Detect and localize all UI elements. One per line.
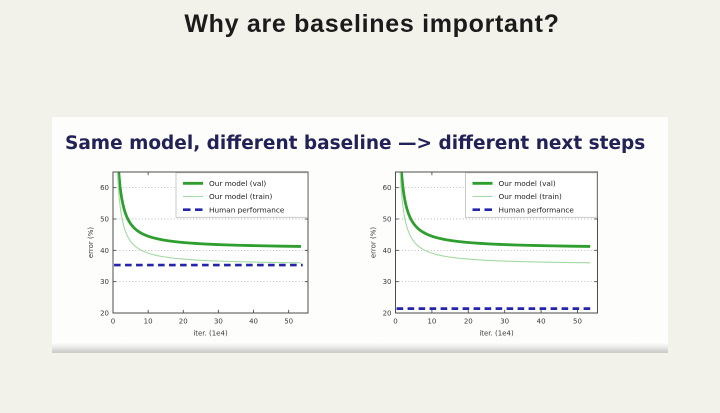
y-tick-label: 60 [383,184,392,192]
y-tick-label: 40 [100,247,109,255]
legend-label: Our model (val) [209,179,266,188]
x-tick-label: 20 [179,318,188,326]
legend-label: Our model (val) [499,179,556,188]
y-tick-label: 50 [383,216,392,224]
x-tick-label: 20 [464,318,473,326]
legend-label: Our model (train) [499,192,563,201]
series-our-model-train- [399,171,591,264]
x-tick-label: 0 [111,318,115,326]
chart-right: 0 10 20 30 40 50 20 30 40 50 60 iter. (1e4) error (%… [367,164,609,345]
y-tick-label: 60 [100,184,109,192]
y-tick-label: 30 [100,278,109,286]
content-card: Same model, different baseline —> differ… [52,117,668,353]
y-tick-label: 50 [100,216,109,224]
chart-svg: 0 10 20 30 40 50 20 30 40 50 60 iter. (1e4) error (%… [87,171,309,338]
y-tick-label: 20 [383,310,392,318]
x-tick-label: 0 [393,318,397,326]
y-tick-label: 30 [383,278,392,286]
chart-left: 0 10 20 30 40 50 20 30 40 50 60 iter. (1e4) error (%… [84,164,320,345]
y-axis-label: error (%) [87,227,95,259]
legend-label: Human performance [209,205,285,214]
x-tick-label: 30 [500,318,509,326]
series-our-model-val- [400,171,591,248]
x-axis-label: iter. (1e4) [193,330,228,338]
slide-title: Why are baselines important? [184,10,560,38]
y-tick-label: 20 [100,310,109,318]
legend-label: Our model (train) [209,192,273,201]
x-axis-label: iter. (1e4) [479,330,514,338]
y-axis-label: error (%) [370,227,378,259]
x-tick-label: 50 [284,318,293,326]
x-tick-label: 10 [144,318,153,326]
card-heading: Same model, different baseline —> differ… [65,133,646,154]
x-tick-label: 30 [214,318,223,326]
legend-label: Human performance [499,205,575,214]
chart-svg: 0 10 20 30 40 50 20 30 40 50 60 iter. (1e4) error (%… [370,171,598,338]
x-tick-label: 40 [537,318,546,326]
y-tick-label: 40 [383,247,392,255]
series-our-model-train- [116,171,301,264]
x-tick-label: 40 [249,318,258,326]
x-tick-label: 50 [573,318,582,326]
x-tick-label: 10 [427,318,436,326]
series-our-model-val- [117,171,301,248]
